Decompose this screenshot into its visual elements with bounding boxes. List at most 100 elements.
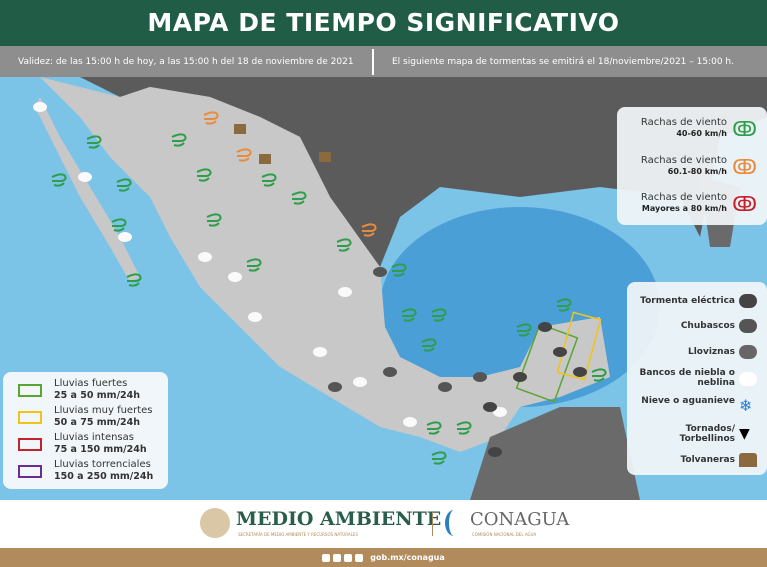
instagram-icon[interactable] bbox=[344, 553, 353, 562]
rain-legend-item: Lluvias fuertes 25 a 50 mm/24h bbox=[18, 378, 140, 402]
mexico-seal-logo bbox=[200, 508, 230, 538]
central-america bbox=[470, 407, 640, 500]
wind-icon: ↂ bbox=[732, 192, 757, 216]
divider bbox=[432, 512, 433, 536]
wind-icon bbox=[426, 421, 442, 435]
next-issue-text: El siguiente mapa de tormentas se emitir… bbox=[392, 56, 734, 67]
wind-icon bbox=[431, 451, 447, 465]
fog-cloud-icon bbox=[248, 312, 262, 322]
wind-icon bbox=[591, 368, 607, 382]
snowflake-icon: ❄ bbox=[739, 396, 753, 415]
wind-icon bbox=[361, 223, 377, 237]
rain-legend: Lluvias fuertes 25 a 50 mm/24h Lluvias mu… bbox=[3, 372, 168, 489]
divider bbox=[372, 48, 374, 75]
conagua-logo: CONAGUA bbox=[470, 509, 570, 530]
twitter-icon[interactable] bbox=[333, 553, 342, 562]
wind-icon bbox=[171, 133, 187, 147]
wind-icon: ↂ bbox=[732, 155, 757, 179]
wind-icon bbox=[556, 298, 572, 312]
rain-area-very-strong bbox=[556, 311, 602, 381]
symbol-legend: Tormenta eléctrica Chubascos Lloviznas B… bbox=[627, 282, 767, 475]
wind-icon bbox=[261, 173, 277, 187]
storm-cloud-lightning-icon bbox=[739, 294, 757, 308]
baja-california bbox=[35, 97, 140, 282]
wind-icon: ↂ bbox=[732, 117, 757, 141]
fog-cloud-icon bbox=[338, 287, 352, 297]
wind-icon bbox=[126, 273, 142, 287]
fog-cloud-icon bbox=[313, 347, 327, 357]
semarnat-logo: MEDIO AMBIENTE bbox=[236, 508, 442, 530]
rain-area-strong bbox=[515, 323, 579, 403]
storm-cloud-lightning-icon bbox=[573, 367, 587, 377]
wind-icon bbox=[206, 213, 222, 227]
fog-cloud-icon bbox=[403, 417, 417, 427]
dust-storm-icon bbox=[319, 152, 331, 162]
fog-cloud-icon bbox=[739, 372, 757, 386]
rain-legend-item: Lluvias muy fuertes 50 a 75 mm/24h bbox=[18, 405, 152, 429]
wind-icon bbox=[116, 178, 132, 192]
fog-cloud-icon bbox=[198, 252, 212, 262]
wind-legend-item: Rachas de viento 40-60 km/h bbox=[640, 117, 727, 138]
fog-cloud-icon bbox=[33, 102, 47, 112]
page-title: MAPA DE TIEMPO SIGNIFICATIVO bbox=[0, 0, 767, 46]
storm-cloud-lightning-icon bbox=[513, 372, 527, 382]
legend-tornado: Tornados/ Torbellinos bbox=[679, 424, 735, 444]
youtube-icon[interactable] bbox=[355, 553, 364, 562]
showers-cloud-icon bbox=[438, 382, 452, 392]
facebook-icon[interactable] bbox=[322, 553, 331, 562]
legend-storm: Tormenta eléctrica bbox=[640, 296, 735, 306]
rain-swatch bbox=[18, 464, 42, 478]
fog-cloud-icon bbox=[353, 377, 367, 387]
wind-legend: Rachas de viento 40-60 km/h ↂ Rachas de v… bbox=[617, 107, 767, 225]
wind-icon bbox=[336, 238, 352, 252]
rain-legend-item: Lluvias torrenciales 150 a 250 mm/24h bbox=[18, 459, 153, 483]
validity-bar: Validez: de las 15:00 h de hoy, a las 15… bbox=[0, 46, 767, 77]
drizzle-cloud-icon bbox=[739, 345, 757, 359]
wind-icon bbox=[516, 323, 532, 337]
rain-swatch bbox=[18, 410, 42, 424]
wind-icon bbox=[111, 218, 127, 232]
fog-cloud-icon bbox=[228, 272, 242, 282]
validity-text: Validez: de las 15:00 h de hoy, a las 15… bbox=[18, 56, 354, 67]
wind-icon bbox=[291, 191, 307, 205]
footer-logos: MEDIO AMBIENTE SECRETARÍA DE MEDIO AMBIE… bbox=[0, 500, 767, 548]
conagua-subtitle: COMISIÓN NACIONAL DEL AGUA bbox=[472, 532, 537, 537]
fog-cloud-icon bbox=[78, 172, 92, 182]
conagua-logo-icon bbox=[445, 510, 463, 536]
legend-dust: Tolvaneras bbox=[680, 455, 735, 465]
rain-swatch bbox=[18, 437, 42, 451]
dust-storm-icon bbox=[259, 154, 271, 164]
showers-cloud-icon bbox=[473, 372, 487, 382]
showers-cloud-icon bbox=[328, 382, 342, 392]
fog-cloud-icon bbox=[118, 232, 132, 242]
storm-cloud-lightning-icon bbox=[483, 402, 497, 412]
storm-cloud-lightning-icon bbox=[488, 447, 502, 457]
wind-icon bbox=[431, 308, 447, 322]
storm-cloud-lightning-icon bbox=[553, 347, 567, 357]
usa-land bbox=[30, 77, 767, 267]
legend-snow: Nieve o aguanieve bbox=[641, 396, 735, 406]
legend-drizzle: Lloviznas bbox=[687, 347, 735, 357]
mexico-land bbox=[40, 77, 610, 452]
legend-fog: Bancos de niebla o neblina bbox=[639, 368, 735, 388]
showers-cloud-icon bbox=[373, 267, 387, 277]
tornado-icon: ▼ bbox=[739, 426, 750, 442]
fog-cloud-icon bbox=[493, 407, 507, 417]
wind-legend-item: Rachas de viento Mayores a 80 km/h bbox=[640, 192, 727, 213]
storm-cloud-lightning-icon bbox=[538, 322, 552, 332]
rain-swatch bbox=[18, 383, 42, 397]
wind-icon bbox=[236, 148, 252, 162]
wind-legend-item: Rachas de viento 60.1-80 km/h bbox=[640, 155, 727, 176]
wind-icon bbox=[203, 111, 219, 125]
wind-icon bbox=[401, 308, 417, 322]
wind-icon bbox=[246, 258, 262, 272]
dust-storm-icon bbox=[739, 453, 757, 467]
semarnat-subtitle: SECRETARÍA DE MEDIO AMBIENTE Y RECURSOS … bbox=[238, 532, 358, 537]
social-bar: gob.mx/conagua bbox=[0, 548, 767, 567]
wind-icon bbox=[421, 338, 437, 352]
showers-cloud-icon bbox=[383, 367, 397, 377]
website-link[interactable]: gob.mx/conagua bbox=[370, 553, 445, 562]
wind-icon bbox=[391, 263, 407, 277]
wind-icon bbox=[196, 168, 212, 182]
wind-icon bbox=[86, 135, 102, 149]
